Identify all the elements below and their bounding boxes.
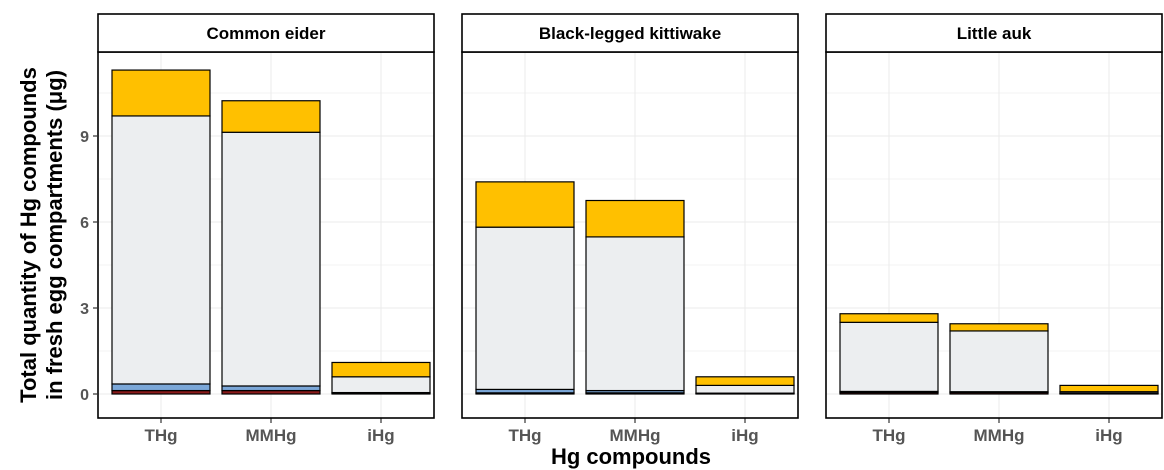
bar-segment [949, 330, 1049, 393]
bar-segment [475, 226, 575, 391]
facet-panels: THg MMHg iHg Common eider THg MMHg iHg Black-le… [97, 13, 1163, 445]
x-tick-label: MMHg [974, 426, 1025, 445]
bar-segment [949, 323, 1049, 332]
y-tick-label: 3 [80, 301, 89, 318]
bar-segment [695, 376, 795, 386]
x-axis-title: Hg compounds [551, 444, 711, 469]
bar-segment [475, 181, 575, 228]
facet-strip-label: Common eider [206, 24, 325, 43]
y-tick-label: 9 [80, 129, 89, 146]
y-axis: 0 3 6 9 [80, 129, 98, 404]
x-tick-label: THg [508, 426, 541, 445]
x-tick-label: THg [144, 426, 177, 445]
x-tick-label: MMHg [610, 426, 661, 445]
bar-segment [221, 131, 321, 387]
x-tick-label: MMHg [246, 426, 297, 445]
x-tick-label: iHg [367, 426, 394, 445]
y-axis-title-line-2: in fresh egg compartments (μg) [42, 70, 67, 400]
facet-panel: THg MMHg iHg Little auk [825, 13, 1163, 445]
y-axis-title-line-1: Total quantity of Hg compounds [16, 67, 41, 403]
bar-segment [221, 100, 321, 133]
bar-segment [1059, 384, 1159, 393]
y-tick-label: 0 [80, 387, 89, 404]
bar-segment [839, 313, 939, 323]
bar-segment [111, 115, 211, 385]
bar-segment [221, 385, 321, 392]
y-tick-label: 6 [80, 215, 89, 232]
bar-segment [331, 376, 431, 394]
facet-strip [825, 13, 1163, 53]
facet-panel: THg MMHg iHg Common eider [97, 13, 435, 445]
bar-segment [111, 383, 211, 392]
x-tick-label: THg [872, 426, 905, 445]
facet-strip-label: Black-legged kittiwake [539, 24, 721, 43]
bar-segment [585, 236, 685, 392]
facet-strip [461, 13, 799, 53]
bar-segment [585, 199, 685, 238]
facet-strip-label: Little auk [957, 24, 1032, 43]
facet-strip [97, 13, 435, 53]
facet-panel: THg MMHg iHg Black-legged kittiwake [461, 13, 799, 445]
x-tick-label: iHg [1095, 426, 1122, 445]
bar-segment [695, 384, 795, 394]
x-tick-label: iHg [731, 426, 758, 445]
bar-segment [331, 361, 431, 378]
bar-segment [111, 69, 211, 117]
bar-segment [839, 321, 939, 393]
